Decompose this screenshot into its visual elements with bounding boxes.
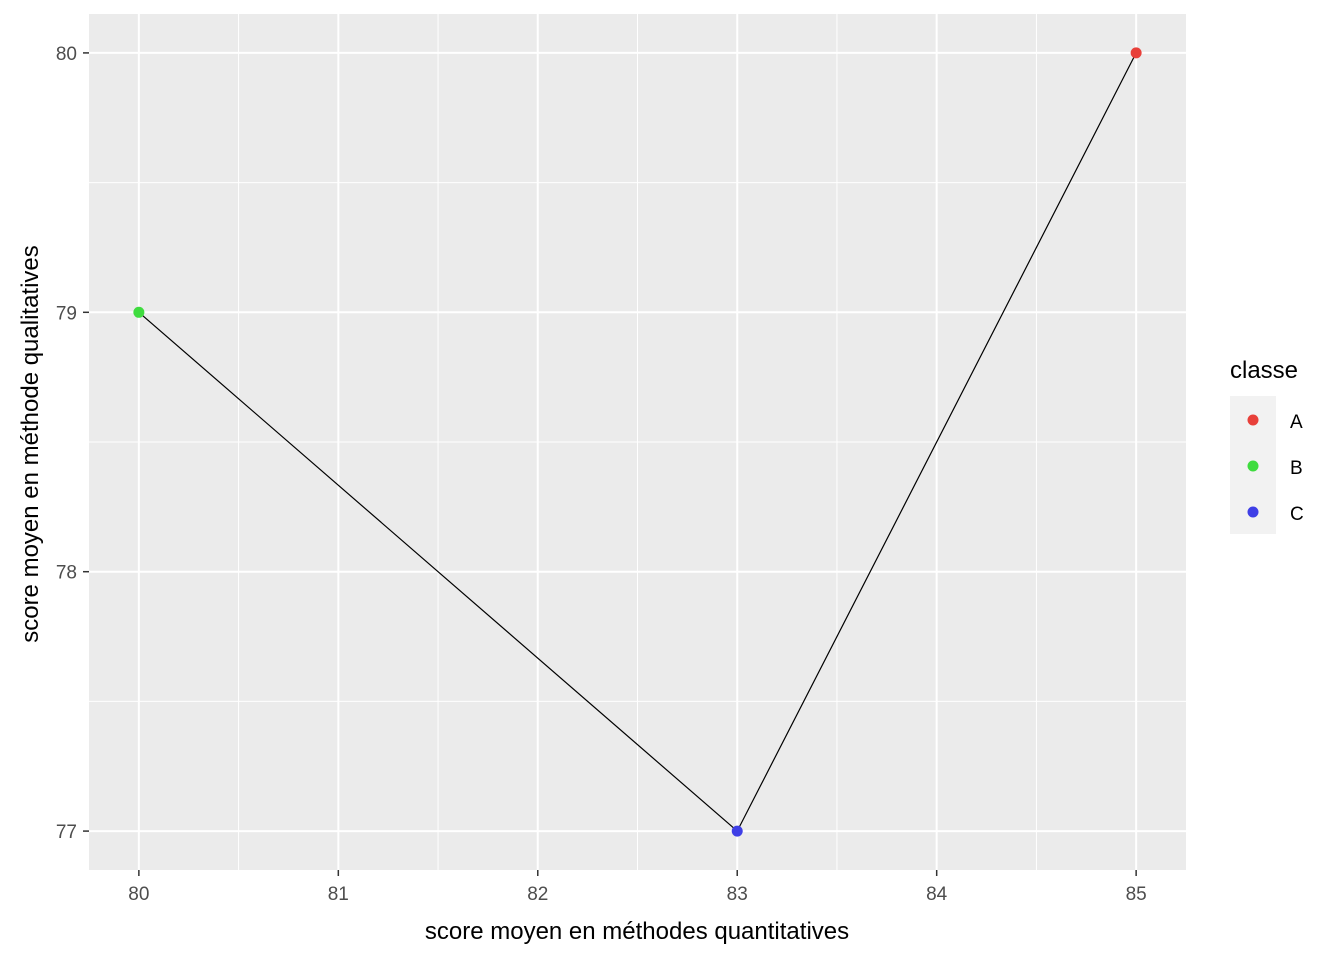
x-tick-label: 83 bbox=[727, 884, 748, 905]
x-tick-label: 82 bbox=[527, 884, 548, 905]
x-axis-ticks: 80 81 82 83 84 85 bbox=[128, 870, 1147, 905]
y-tick-label: 80 bbox=[56, 44, 77, 65]
x-tick-label: 81 bbox=[328, 884, 349, 905]
legend-key-B bbox=[1247, 460, 1259, 472]
y-tick-label: 78 bbox=[56, 563, 77, 584]
legend-title: classe bbox=[1230, 357, 1298, 384]
x-tick-label: 85 bbox=[1126, 884, 1147, 905]
y-tick-label: 77 bbox=[56, 822, 77, 843]
y-tick-label: 79 bbox=[56, 303, 77, 324]
legend-entries: A B C bbox=[1247, 412, 1304, 525]
y-axis-title: score moyen en méthode qualitatives bbox=[17, 245, 44, 643]
y-axis-ticks: 77 78 79 80 bbox=[56, 44, 89, 843]
x-tick-label: 84 bbox=[926, 884, 948, 905]
legend-label-A: A bbox=[1290, 412, 1303, 433]
legend-key-A bbox=[1247, 414, 1259, 426]
legend-key-C bbox=[1247, 506, 1259, 518]
grid-major bbox=[89, 14, 1186, 870]
legend-label-C: C bbox=[1290, 504, 1304, 525]
x-tick-label: 80 bbox=[128, 884, 149, 905]
data-point-B bbox=[133, 306, 145, 318]
legend: classe A B C bbox=[1230, 357, 1304, 534]
data-point-C bbox=[731, 825, 743, 837]
data-points bbox=[133, 47, 1142, 837]
legend-label-B: B bbox=[1290, 458, 1303, 479]
x-axis-title: score moyen en méthodes quantitatives bbox=[425, 918, 849, 945]
grid-minor bbox=[89, 14, 1186, 870]
data-point-A bbox=[1130, 47, 1142, 59]
